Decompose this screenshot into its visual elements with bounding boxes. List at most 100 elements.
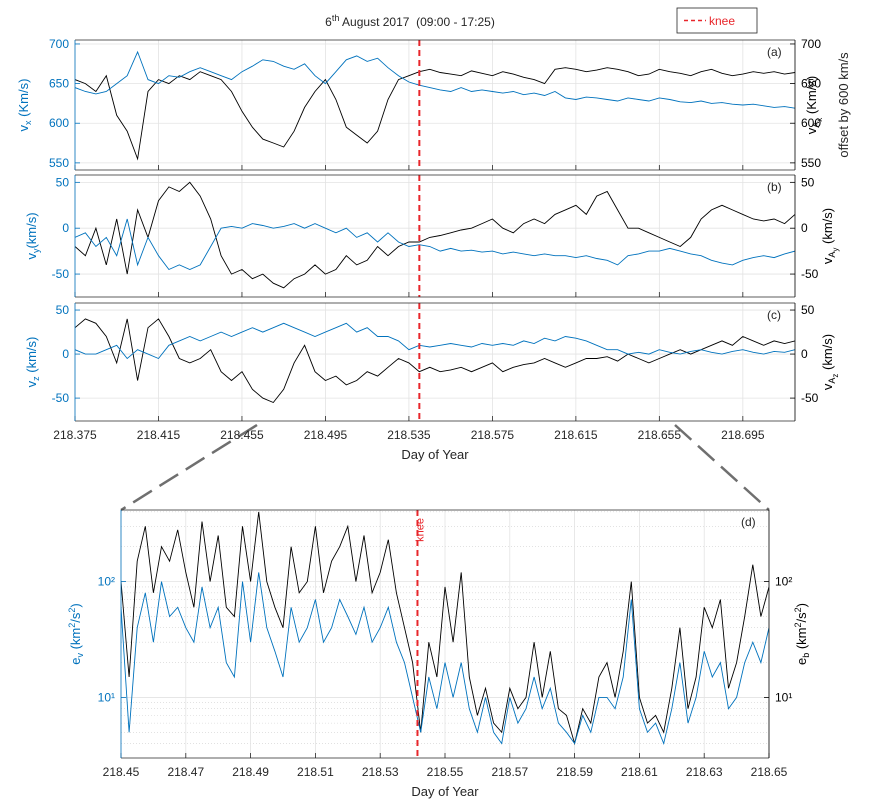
- x-tick-label: 218.575: [471, 428, 515, 442]
- x-tick-label: 218.65: [751, 765, 788, 779]
- y-tick-label: 550: [49, 156, 69, 170]
- label-part: v: [24, 253, 39, 260]
- label-part: 2: [67, 608, 77, 613]
- legend-label: knee: [709, 14, 735, 28]
- y2-axis-note: offset by 600 km/s: [836, 52, 851, 158]
- y2-tick-label: 50: [801, 303, 815, 317]
- legend-box: [676, 7, 758, 34]
- y2-tick-label: 700: [801, 37, 821, 51]
- y2-tick-label: 10¹: [775, 690, 792, 704]
- label-part: /s: [68, 612, 83, 623]
- x-tick-label: 218.55: [427, 765, 464, 779]
- y-axis-label: vz (km/s): [24, 337, 41, 388]
- panel-label: (c): [767, 308, 781, 322]
- label-part: z: [31, 376, 41, 381]
- zoom-line: [120, 423, 258, 512]
- y-axis-label: ev (km2/s2): [67, 603, 85, 665]
- x-tick-label: 218.535: [387, 428, 431, 442]
- label-part: x: [23, 120, 33, 125]
- x-tick-label: 218.695: [721, 428, 765, 442]
- panel-label: (b): [767, 180, 782, 194]
- label-part: (km/s): [820, 334, 835, 374]
- label-part: e: [68, 658, 83, 665]
- label-part: v: [804, 127, 819, 134]
- y-tick-label: 600: [49, 116, 69, 130]
- series-line: [121, 511, 769, 746]
- label-part: z: [831, 374, 840, 378]
- x-tick-label: 218.655: [638, 428, 682, 442]
- y-tick-label: 10²: [98, 575, 115, 589]
- label-part: v: [24, 380, 39, 387]
- y2-tick-label: 650: [801, 77, 821, 91]
- x-tick-label: 218.615: [554, 428, 598, 442]
- x-tick-label: 218.495: [304, 428, 348, 442]
- label-part: v: [75, 653, 85, 658]
- label-part: (km: [68, 628, 83, 653]
- label-part: /s: [794, 612, 809, 623]
- x-tick-label: 218.45: [103, 765, 140, 779]
- label-part: x: [815, 118, 824, 122]
- y2-tick-label: 600: [801, 116, 821, 130]
- label-part: 2: [793, 607, 803, 612]
- label-part: v: [16, 124, 31, 131]
- y2-tick-label: 0: [801, 221, 808, 235]
- y2-tick-label: 550: [801, 156, 821, 170]
- label-part: ): [794, 603, 809, 607]
- x-tick-label: 218.53: [362, 765, 399, 779]
- y-tick-label: 50: [56, 175, 70, 189]
- label-part: (Km/s): [804, 76, 819, 118]
- y-tick-label: 650: [49, 77, 69, 91]
- y-tick-label: 50: [56, 303, 70, 317]
- label-part: (km/s): [24, 212, 39, 248]
- label-part: 2: [793, 622, 803, 627]
- label-part: th: [332, 13, 340, 23]
- y-tick-label: -50: [52, 391, 70, 405]
- y2-tick-label: -50: [801, 391, 819, 405]
- chart-title: 6th August 2017 (09:00 - 17:25): [325, 13, 495, 29]
- x-tick-label: 218.47: [167, 765, 204, 779]
- label-part: y: [831, 248, 840, 252]
- label-part: (km/s): [820, 208, 835, 248]
- panel-label: (a): [767, 45, 782, 59]
- panel-label: (d): [741, 515, 756, 529]
- x-axis-label: Day of Year: [401, 447, 469, 462]
- label-part: A: [827, 378, 837, 384]
- label-part: (km: [794, 627, 809, 652]
- x-tick-label: 218.57: [491, 765, 528, 779]
- y-tick-label: -50: [52, 267, 70, 281]
- y2-tick-label: 10²: [775, 575, 792, 589]
- y2-axis-label: vAx (Km/s): [804, 76, 824, 134]
- zoom-line: [674, 424, 770, 511]
- x-tick-label: 218.415: [137, 428, 181, 442]
- x-tick-label: 218.61: [621, 765, 658, 779]
- y-tick-label: 700: [49, 37, 69, 51]
- label-part: A: [811, 122, 821, 128]
- x-axis-label: Day of Year: [411, 784, 479, 799]
- y-tick-label: 10¹: [98, 690, 115, 704]
- x-tick-label: 218.375: [53, 428, 97, 442]
- x-tick-label: 218.455: [220, 428, 264, 442]
- y-axis-label: vy(km/s): [24, 212, 41, 259]
- series-line: [75, 218, 795, 271]
- y-tick-label: 0: [62, 347, 69, 361]
- series-line: [75, 322, 795, 360]
- label-part: 2: [67, 623, 77, 628]
- y-tick-label: 0: [62, 221, 69, 235]
- knee-annotation: knee: [414, 518, 426, 542]
- label-part: A: [827, 252, 837, 258]
- series-line: [75, 318, 795, 404]
- label-part: e: [794, 658, 809, 665]
- y-axis-label: vx (Km/s): [16, 79, 33, 132]
- y2-axis-label: vAy (km/s): [820, 208, 840, 264]
- x-tick-label: 218.63: [686, 765, 723, 779]
- label-part: ): [68, 603, 83, 607]
- x-tick-label: 218.49: [232, 765, 269, 779]
- y2-tick-label: -50: [801, 267, 819, 281]
- label-part: (Km/s): [16, 79, 31, 121]
- y2-tick-label: 50: [801, 175, 815, 189]
- y2-axis-label: eb (km2/s2): [793, 603, 811, 665]
- label-part: 6: [325, 15, 332, 29]
